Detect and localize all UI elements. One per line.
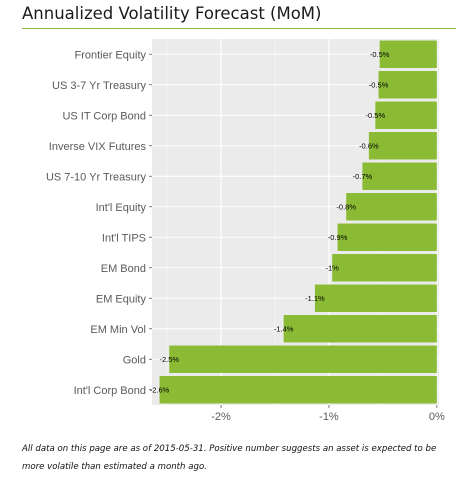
category-label: Int'l Corp Bond bbox=[74, 385, 146, 397]
data-label: -0.7% bbox=[353, 172, 373, 181]
x-tick-label: 0% bbox=[429, 411, 445, 423]
footnote: All data on this page are as of 2015-05-… bbox=[22, 444, 437, 472]
category-label: US 7-10 Yr Treasury bbox=[46, 171, 147, 183]
bar bbox=[169, 345, 437, 373]
bar bbox=[159, 376, 437, 404]
category-label: Int'l TIPS bbox=[102, 232, 146, 244]
plot-panel bbox=[152, 39, 439, 405]
bar bbox=[362, 162, 437, 190]
data-label: -2.5% bbox=[159, 355, 179, 364]
bar bbox=[283, 315, 437, 343]
data-label: -0.5% bbox=[370, 50, 390, 59]
data-label: -0.8% bbox=[336, 202, 356, 211]
bar-chart: -0.5% -0.5% -0.5% -0.6% -0.7% -0.8% -0.9% -1% -1… bbox=[46, 39, 445, 423]
x-tick-label: -2% bbox=[211, 411, 231, 423]
bar bbox=[368, 132, 437, 160]
category-label: Frontier Equity bbox=[74, 49, 146, 61]
data-label: -1% bbox=[326, 263, 340, 272]
bar bbox=[379, 40, 437, 68]
bar bbox=[332, 254, 437, 282]
category-label: US IT Corp Bond bbox=[62, 110, 146, 122]
category-labels: Frontier Equity US 3-7 Yr Treasury US IT C… bbox=[46, 49, 152, 397]
data-labels: -0.5% -0.5% -0.5% -0.6% -0.7% -0.8% -0.9% -1% -1… bbox=[150, 50, 390, 395]
category-label: EM Bond bbox=[101, 263, 146, 275]
data-label: -1.1% bbox=[305, 294, 325, 303]
bar bbox=[337, 223, 437, 251]
category-label: Int'l Equity bbox=[96, 202, 147, 214]
category-label: Gold bbox=[123, 354, 146, 366]
bars bbox=[159, 40, 437, 404]
data-label: -2.6% bbox=[150, 385, 170, 394]
category-label: Inverse VIX Futures bbox=[49, 141, 147, 153]
data-label: -0.5% bbox=[366, 111, 386, 120]
bar bbox=[314, 284, 437, 312]
data-label: -1.4% bbox=[274, 324, 294, 333]
data-label: -0.6% bbox=[359, 141, 379, 150]
category-label: EM Equity bbox=[96, 293, 147, 305]
data-label: -0.5% bbox=[369, 80, 389, 89]
x-tick-label: -1% bbox=[319, 411, 339, 423]
category-label: US 3-7 Yr Treasury bbox=[52, 80, 146, 92]
title-underline bbox=[22, 28, 456, 29]
chart-title: Annualized Volatility Forecast (MoM) bbox=[22, 4, 322, 23]
bar bbox=[346, 193, 437, 221]
category-label: EM Min Vol bbox=[90, 324, 146, 336]
data-label: -0.9% bbox=[328, 233, 348, 242]
bar bbox=[378, 71, 437, 99]
x-axis-ticks: -2% -1% 0% bbox=[211, 405, 445, 423]
bar bbox=[375, 101, 437, 129]
